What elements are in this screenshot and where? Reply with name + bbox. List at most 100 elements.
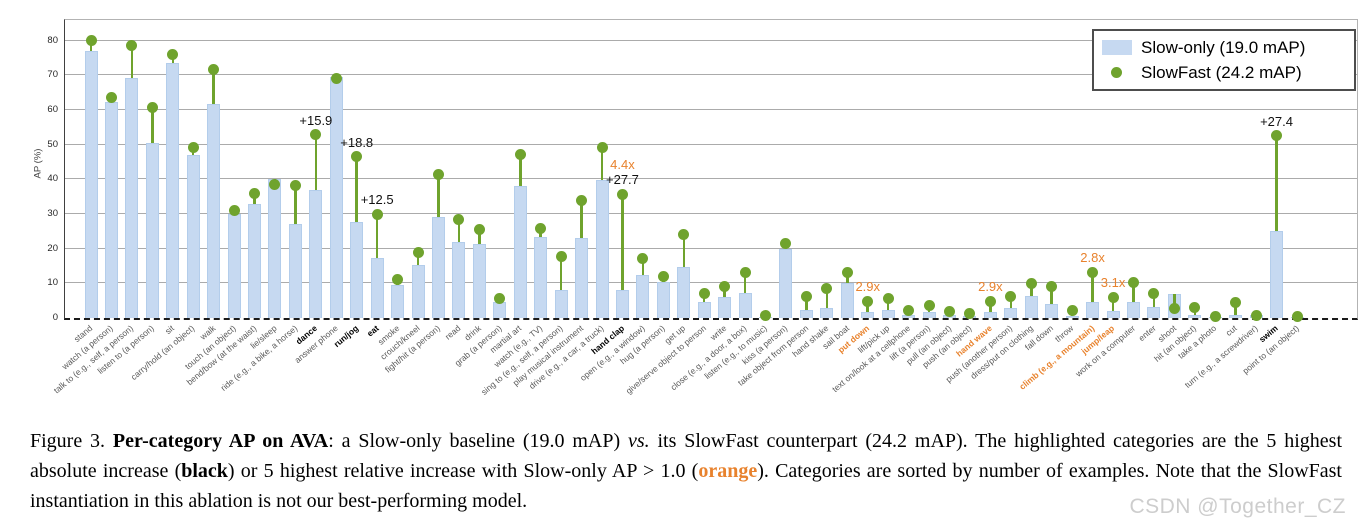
slowfast-dot <box>85 35 97 47</box>
bar <box>207 103 221 318</box>
bar <box>1229 315 1243 318</box>
slowfast-dot <box>289 179 301 191</box>
category-label-text: read <box>442 323 463 342</box>
annotation-label: 2.8x <box>1080 250 1105 266</box>
figure-caption: Figure 3. Per-category AP on AVA: a Slow… <box>30 426 1342 516</box>
caption-segment: ). Categories are sorted by number of ex… <box>30 460 1342 512</box>
stem <box>1009 296 1013 309</box>
stem <box>559 256 563 291</box>
annotation-label: +18.8 <box>340 134 374 150</box>
bar <box>1270 230 1284 318</box>
slowfast-dot <box>678 229 690 241</box>
bar <box>125 78 139 318</box>
slowfast-dot <box>841 266 853 278</box>
bar <box>248 203 262 318</box>
bar <box>656 281 670 318</box>
slowfast-dot <box>760 310 772 322</box>
stem <box>1173 294 1176 309</box>
bar <box>309 189 323 318</box>
bar <box>145 143 159 318</box>
y-tick-label-0: 0 <box>52 312 58 323</box>
watermark: CSDN @Together_CZ <box>1129 495 1346 518</box>
caption-segment: black <box>181 460 228 482</box>
bar <box>1188 314 1202 318</box>
slowfast-dot <box>719 280 731 292</box>
slowfast-dot <box>535 223 547 235</box>
slowfast-dot <box>882 292 894 304</box>
bar <box>1106 311 1120 318</box>
slowfast-dot <box>1148 288 1160 300</box>
bar <box>186 155 200 318</box>
slowfast-dot <box>228 205 240 217</box>
slowfast-dot <box>616 188 628 200</box>
bar <box>493 301 507 318</box>
slowfast-dot <box>555 250 567 262</box>
gridline-10 <box>65 282 1357 284</box>
y-tick-label-30: 30 <box>47 208 58 220</box>
stem <box>437 174 440 217</box>
slowfast-dot <box>1127 276 1139 288</box>
slowfast-dot <box>453 213 465 225</box>
stem <box>1234 302 1237 316</box>
slowfast-dot <box>1291 311 1303 323</box>
slowfast-dot <box>392 274 404 286</box>
slowfast-dot <box>330 73 342 85</box>
slowfast-dot <box>473 224 485 236</box>
y-tick-label-20: 20 <box>47 242 58 254</box>
category-label-text: sit <box>163 323 177 337</box>
bar <box>718 296 732 318</box>
legend-item-slowfast: SlowFast (24.2 mAP) <box>1102 60 1346 85</box>
stem <box>805 296 808 311</box>
slowfast-dot <box>310 129 322 141</box>
stem <box>314 134 318 190</box>
annotation-label: +15.9 <box>299 112 333 128</box>
bar <box>922 311 936 318</box>
annotation: 2.9x <box>978 279 1003 294</box>
bar <box>1045 304 1059 318</box>
bar <box>1065 315 1079 318</box>
stem <box>641 258 645 276</box>
bar <box>595 180 609 318</box>
bar <box>554 290 568 318</box>
stem <box>600 147 604 181</box>
stem <box>130 45 134 79</box>
slowfast-dot-swatch <box>1111 67 1122 78</box>
annotation: 2.9x <box>855 279 880 294</box>
slowfast-dot <box>637 252 649 264</box>
slowfast-dot <box>1168 302 1180 314</box>
bar <box>1024 295 1038 318</box>
gridline-50 <box>65 143 1357 145</box>
slowfast-dot <box>596 142 608 154</box>
slowfast-dot <box>657 270 669 282</box>
slowfast-dot <box>576 195 588 207</box>
bar <box>513 185 527 318</box>
annotation: +18.8 <box>340 135 373 150</box>
legend-label-slowfast: SlowFast (24.2 mAP) <box>1141 62 1302 82</box>
stem <box>989 301 992 313</box>
gridline-60 <box>65 109 1357 111</box>
slowfast-dot <box>1005 291 1017 303</box>
bar <box>350 221 364 318</box>
bar <box>472 244 486 318</box>
gridline-70 <box>65 74 1357 76</box>
slowfast-dot <box>351 151 363 163</box>
slowfast-dot <box>494 292 506 304</box>
plot-area: +15.9 +18.8 +12.5 4.4x +27.7 2.9x 2.9x 2.8x 3.1x… <box>64 19 1358 323</box>
annotation-label: 3.1x <box>1100 275 1126 291</box>
bar <box>227 214 241 318</box>
bar <box>697 301 711 318</box>
stem <box>866 301 869 313</box>
gridline-30 <box>65 213 1357 215</box>
slowfast-dot <box>800 291 812 303</box>
bar <box>391 285 405 318</box>
slowfast-dot <box>1066 304 1078 316</box>
stem <box>457 219 461 243</box>
bar <box>534 237 548 318</box>
annotation-label: +27.4 <box>1260 113 1293 129</box>
stem <box>621 194 624 291</box>
caption-segment: vs. <box>627 430 650 452</box>
annotation-label: 2.9x <box>855 279 881 295</box>
slowfast-dot <box>862 295 874 307</box>
stem <box>212 69 215 104</box>
